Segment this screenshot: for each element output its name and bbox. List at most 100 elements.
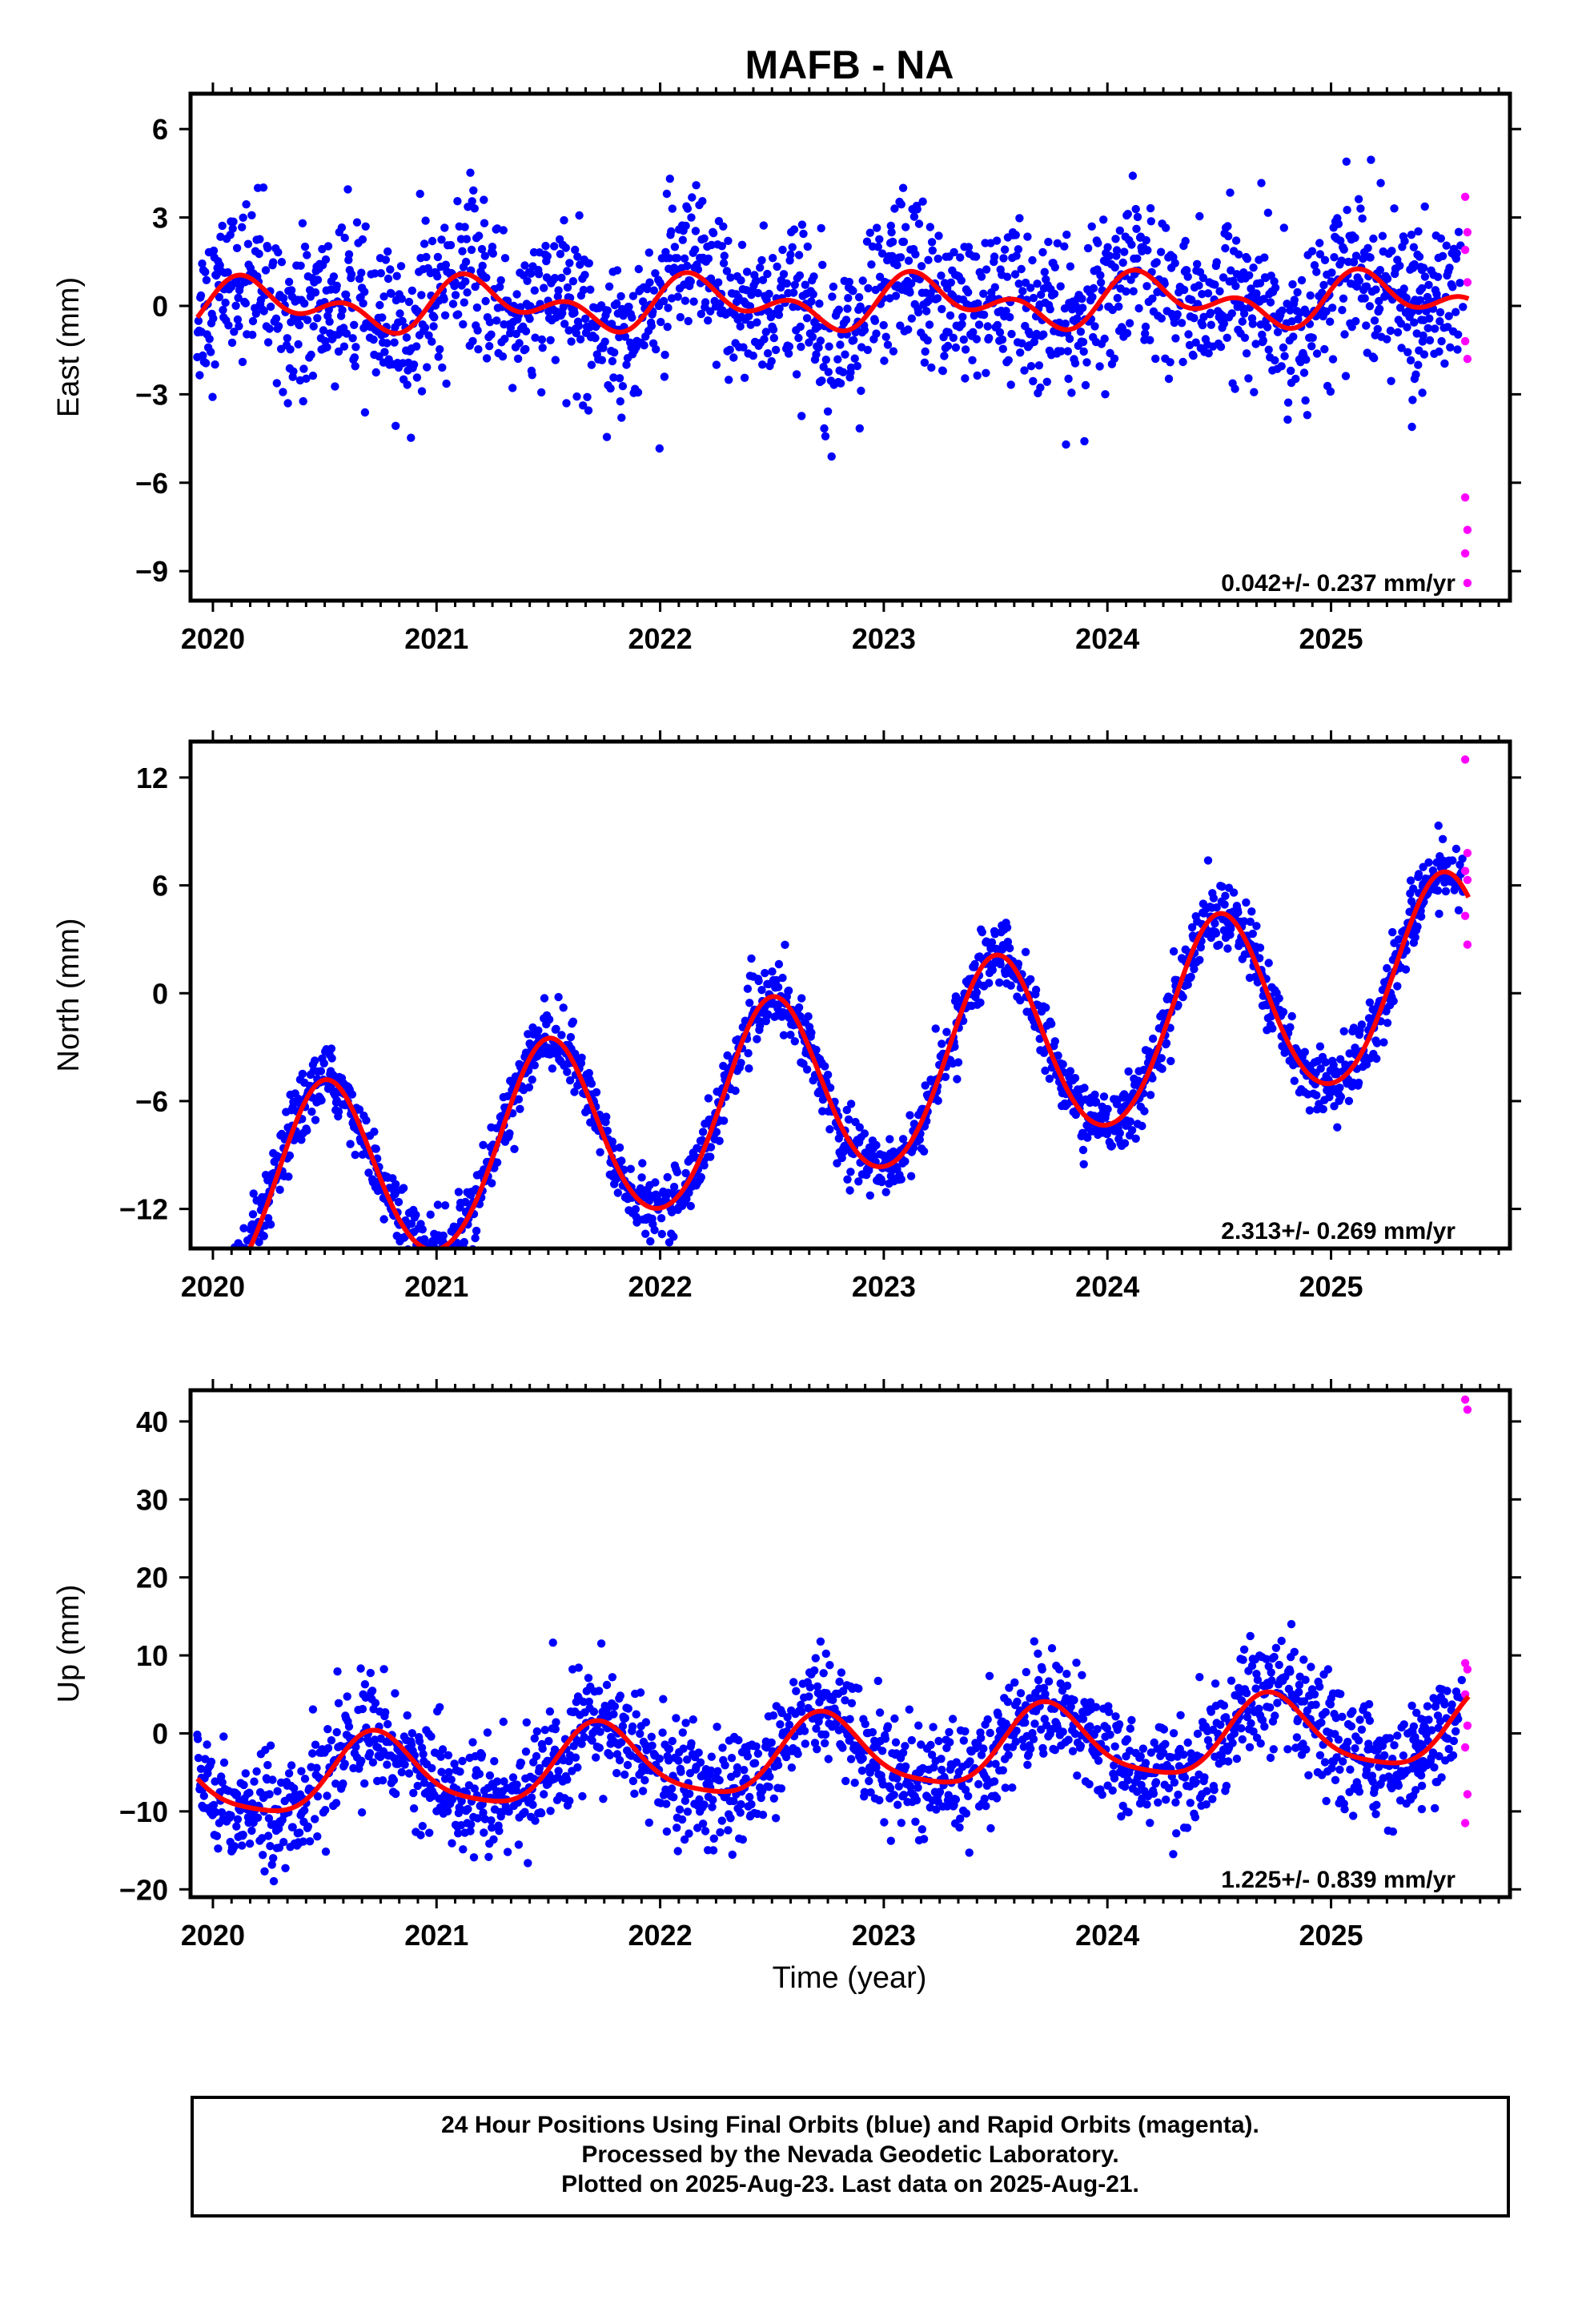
east-point <box>1066 262 1075 271</box>
up-point <box>824 1755 833 1763</box>
east-point <box>348 334 357 343</box>
east-point <box>407 433 416 442</box>
up-point <box>540 1726 549 1735</box>
east-xtick-label: 2022 <box>628 622 693 655</box>
up-point <box>661 1785 670 1794</box>
east-point <box>521 344 530 354</box>
up-point <box>681 1719 690 1727</box>
up-point <box>728 1850 737 1860</box>
north-xtick-label: 2020 <box>181 1270 245 1303</box>
north-point <box>1226 931 1235 939</box>
up-point <box>239 1831 247 1839</box>
east-point <box>1312 349 1322 358</box>
up-point <box>595 1743 604 1752</box>
north-point <box>825 1084 835 1092</box>
east-point <box>1255 279 1265 287</box>
east-point <box>508 384 517 392</box>
up-point <box>675 1805 685 1814</box>
north-point <box>700 1161 709 1170</box>
north-point <box>872 1140 881 1150</box>
east-point <box>1122 287 1130 296</box>
up-point <box>741 1774 750 1783</box>
up-point <box>516 1759 526 1767</box>
north-point <box>1146 1091 1155 1100</box>
east-point <box>470 204 479 213</box>
north-point <box>706 1143 716 1152</box>
east-point <box>473 326 482 335</box>
east-point <box>242 200 251 209</box>
east-point <box>468 197 476 206</box>
east-point <box>949 333 958 342</box>
north-point <box>1215 940 1223 950</box>
east-point <box>724 236 733 245</box>
east-point <box>979 310 989 320</box>
east-point <box>1112 246 1122 255</box>
east-point <box>906 279 916 288</box>
north-point <box>439 1231 448 1240</box>
up-point <box>605 1751 614 1759</box>
east-point <box>1131 204 1140 214</box>
east-xtick-label: 2021 <box>404 622 468 655</box>
east-point <box>440 311 450 320</box>
north-point <box>1321 1058 1331 1067</box>
north-point <box>1124 1067 1133 1076</box>
east-point <box>904 325 913 334</box>
north-point <box>1091 1097 1101 1107</box>
north-point <box>1090 1090 1099 1100</box>
east-point <box>563 283 572 292</box>
up-point <box>694 1748 703 1757</box>
east-point <box>1320 255 1330 264</box>
north-point <box>1107 1141 1117 1151</box>
east-point <box>579 401 588 410</box>
north-point <box>656 1214 666 1223</box>
north-point <box>1058 1059 1067 1069</box>
east-point <box>990 283 1000 292</box>
up-point <box>816 1637 825 1646</box>
east-point <box>968 356 977 364</box>
north-point <box>433 1200 443 1209</box>
east-point <box>576 335 585 344</box>
east-point <box>1212 258 1221 267</box>
east-rapid-point <box>1460 336 1470 346</box>
east-point <box>684 316 693 326</box>
north-xtick-label: 2024 <box>1075 1270 1139 1303</box>
east-point <box>606 384 615 393</box>
north-point <box>229 1261 237 1269</box>
east-point <box>500 254 510 263</box>
east-point <box>676 312 685 322</box>
east-point <box>1251 340 1260 348</box>
north-point <box>1365 998 1375 1007</box>
north-point <box>1021 947 1030 957</box>
east-point <box>858 276 867 285</box>
north-point <box>978 927 987 937</box>
east-point <box>1191 338 1200 347</box>
east-point <box>973 371 982 380</box>
up-point <box>647 1732 656 1741</box>
east-point <box>422 252 431 262</box>
up-point <box>837 1668 846 1677</box>
east-point <box>669 263 679 272</box>
up-point <box>265 1790 274 1799</box>
east-point <box>1270 277 1279 286</box>
up-point <box>409 1788 418 1798</box>
north-point <box>1286 1023 1295 1031</box>
north-point <box>554 992 563 1002</box>
up-point <box>612 1768 621 1778</box>
north-point <box>528 1076 536 1084</box>
north-point <box>565 1076 575 1085</box>
east-point <box>1435 317 1444 326</box>
east-point <box>1094 239 1102 247</box>
east-point <box>690 245 700 254</box>
east-point <box>719 222 728 231</box>
east-point <box>534 270 544 279</box>
up-point <box>400 1760 409 1769</box>
north-ytick-label: −6 <box>135 1085 168 1118</box>
north-point <box>226 1256 234 1265</box>
east-point <box>704 254 713 263</box>
east-point <box>921 347 930 356</box>
up-point <box>450 1759 459 1768</box>
north-point <box>719 1116 729 1125</box>
east-point <box>1358 214 1367 223</box>
